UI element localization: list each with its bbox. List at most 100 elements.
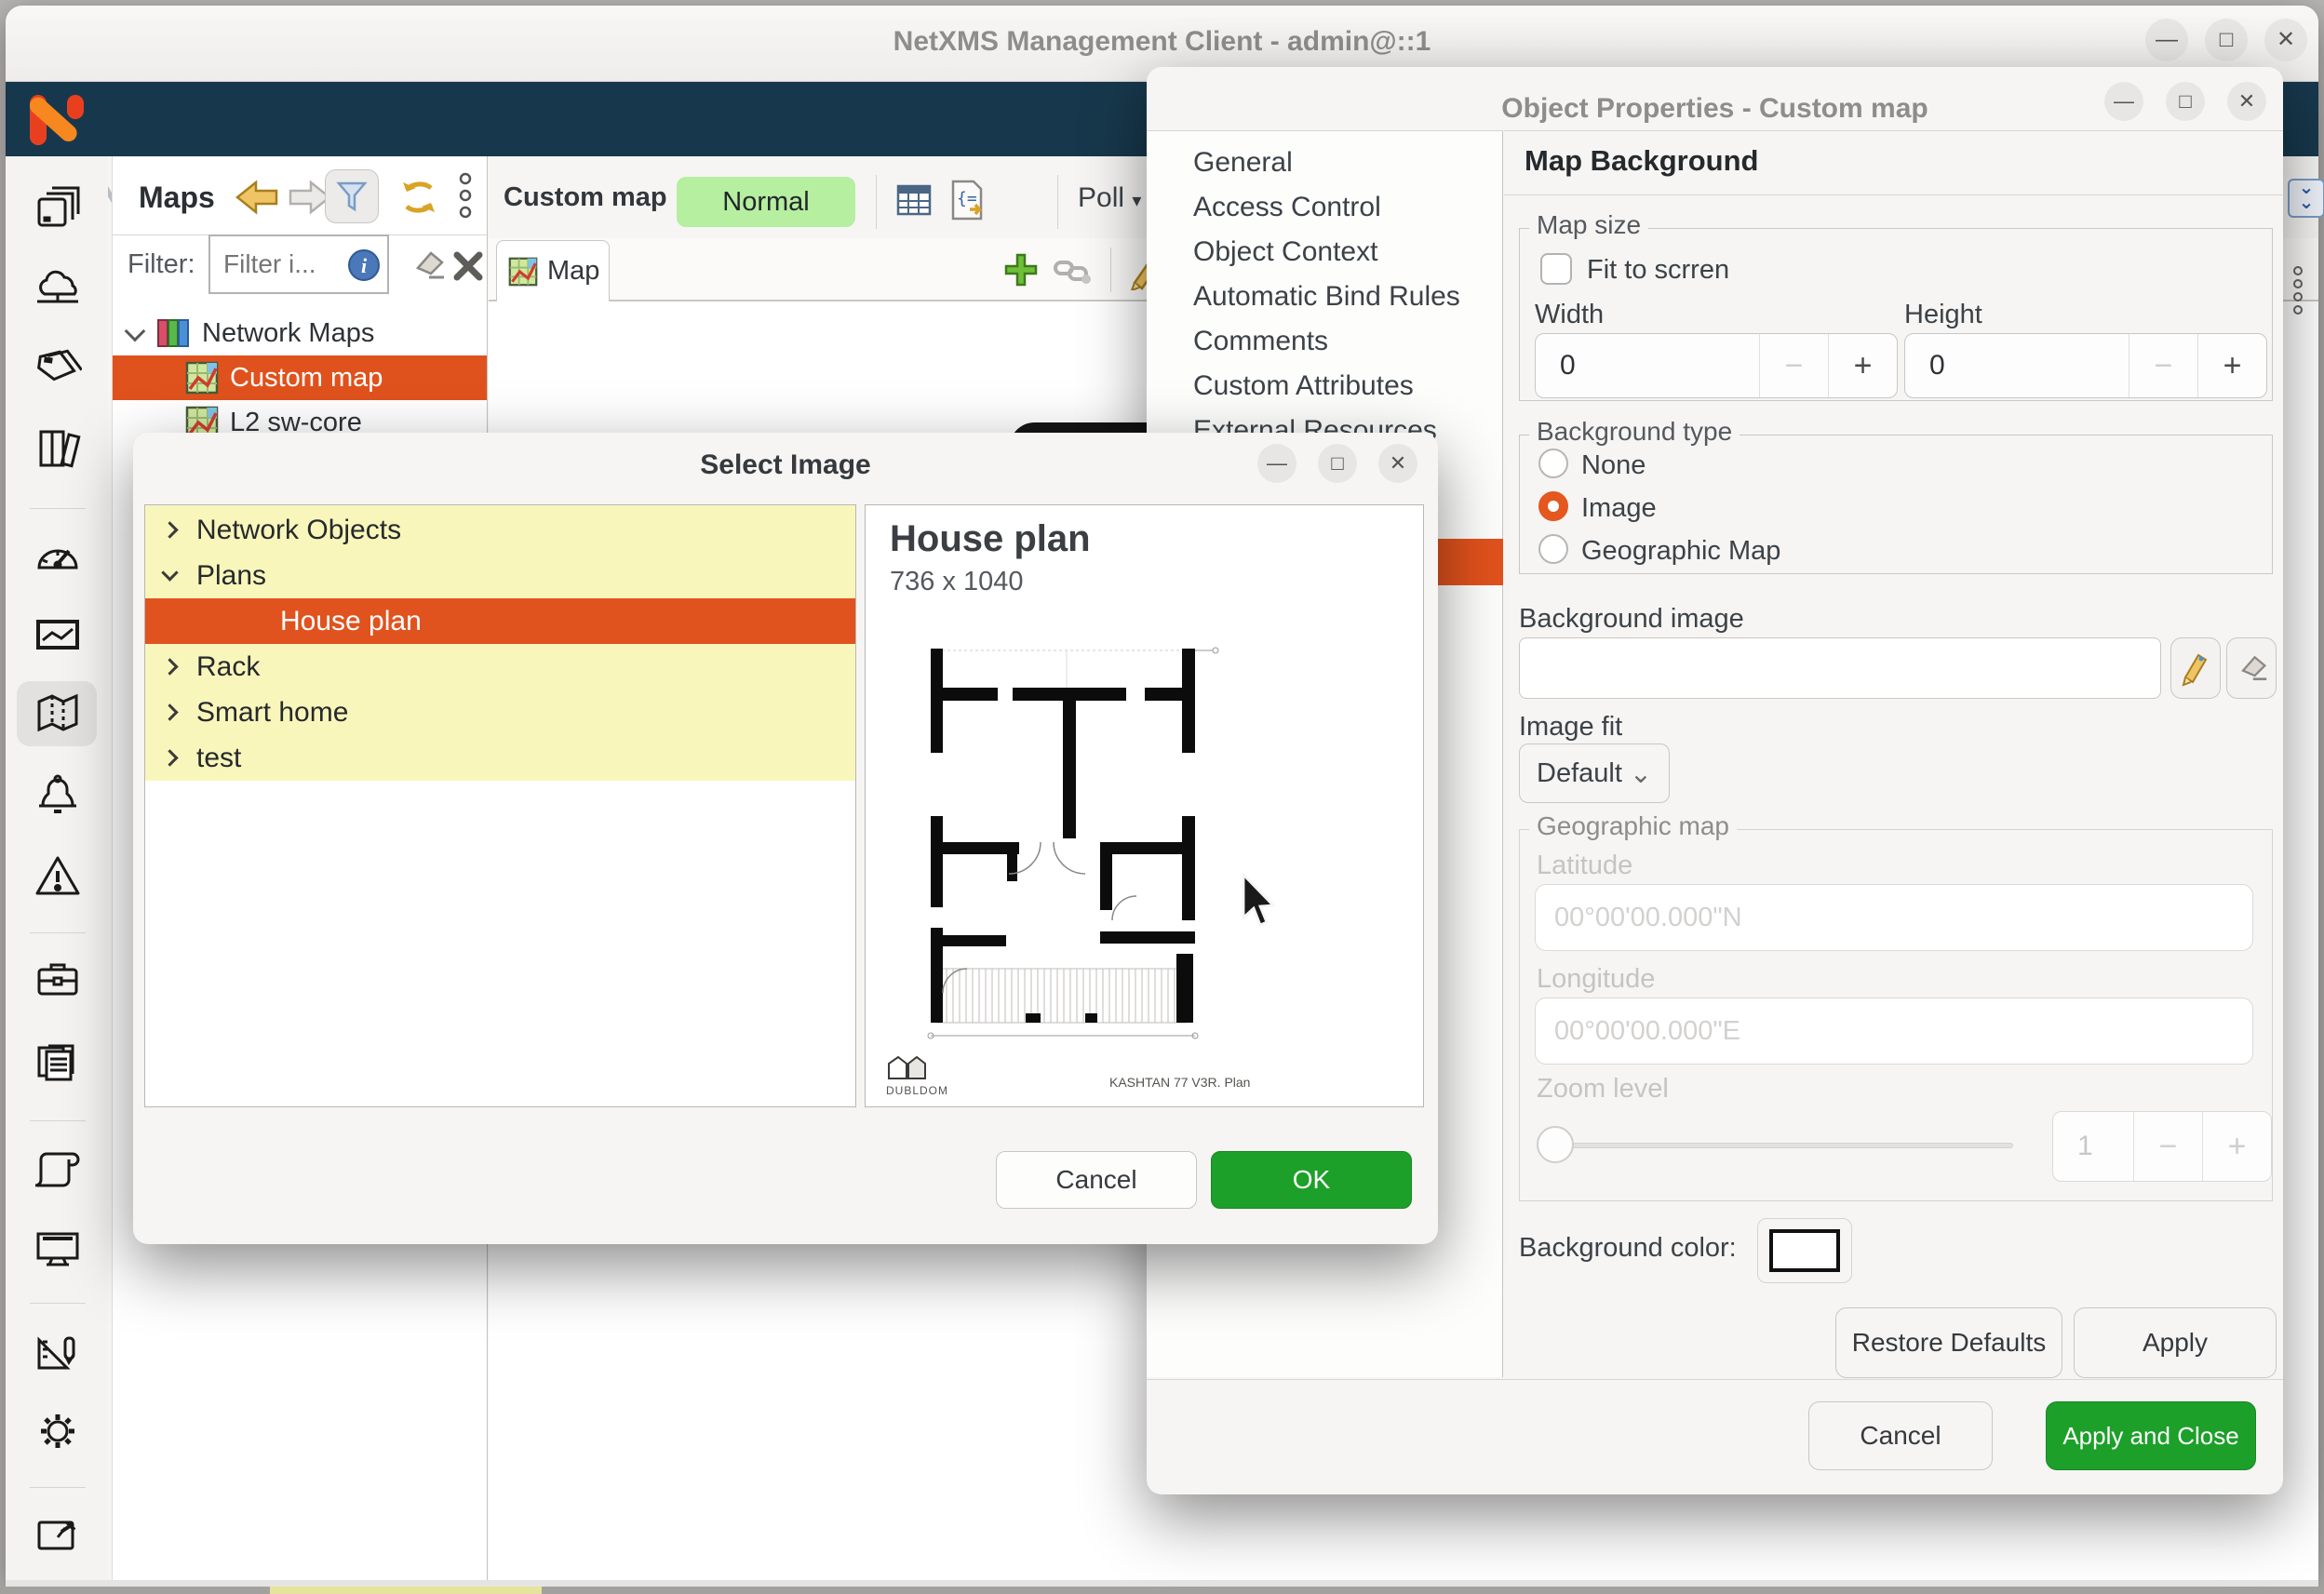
infrastructure-icon[interactable] [34,184,82,233]
export-config-icon[interactable]: {= [946,178,988,222]
select-image-ok-button[interactable]: OK [1211,1151,1412,1209]
tree-item-rack[interactable]: Rack [145,644,855,690]
window-maximize-button[interactable]: □ [2205,19,2248,61]
collapse-panel-button[interactable]: ⌄ ⌄ [2288,179,2324,218]
pinboard-icon[interactable] [34,1511,82,1560]
background-color-swatch[interactable] [1757,1218,1852,1283]
tree-item-house-plan[interactable]: House plan [145,598,855,644]
chevron-down-icon[interactable] [161,564,179,582]
longitude-input[interactable] [1535,998,2253,1065]
tree-item-network-objects[interactable]: Network Objects [145,507,855,553]
clear-filter-eraser-icon[interactable] [409,249,446,281]
restore-defaults-button[interactable]: Restore Defaults [1835,1307,2062,1378]
maps-panel-title: Maps [139,181,215,214]
width-decrement-button[interactable]: − [1759,334,1828,397]
chevron-down-icon[interactable] [124,320,146,342]
menu-item-access-control[interactable]: Access Control [1147,185,1503,230]
apply-button[interactable]: Apply [2074,1307,2277,1378]
maps-icon[interactable] [34,689,82,737]
map-state-button[interactable]: Normal [677,177,855,227]
library-icon[interactable] [34,424,82,473]
chevron-right-icon[interactable] [161,658,179,676]
window-minimize-button[interactable]: — [2145,19,2188,61]
dialog-close-button[interactable]: ✕ [2227,82,2266,121]
menu-item-object-context[interactable]: Object Context [1147,230,1503,275]
filter-info-icon[interactable]: i [347,248,381,282]
window-close-button[interactable]: ✕ [2264,19,2307,61]
height-decrement-button[interactable]: − [2129,334,2197,397]
radio-none[interactable] [1538,449,1568,478]
menu-item-general[interactable]: General [1147,141,1503,185]
height-value[interactable]: 0 [1929,350,1945,381]
height-spinner[interactable]: 0 − + [1904,333,2267,398]
dialog-minimize-button[interactable]: — [1257,444,1296,483]
radio-geographic-map[interactable] [1538,534,1568,564]
dialog-minimize-button[interactable]: — [2104,82,2143,121]
dashboard-gauge-icon[interactable] [34,530,82,579]
width-increment-button[interactable]: + [1828,334,1897,397]
back-arrow-icon[interactable] [234,179,282,216]
settings-gear-icon[interactable] [34,1407,82,1455]
scripts-icon[interactable] [34,1145,82,1193]
alarms-bell-icon[interactable] [34,770,82,819]
business-services-icon[interactable] [34,955,82,1003]
fit-to-screen-checkbox[interactable] [1540,253,1572,285]
tree-item-l2-sw-core[interactable]: L2 sw-core [113,400,487,445]
latitude-input[interactable] [1535,884,2253,951]
chevron-right-icon[interactable] [161,749,179,767]
clear-image-button[interactable] [2226,637,2277,699]
table-view-icon[interactable] [894,181,934,220]
zoom-decrement-button[interactable]: − [2133,1112,2202,1181]
properties-cancel-button[interactable]: Cancel [1808,1401,1993,1470]
zoom-value[interactable]: 1 [2077,1131,2093,1161]
warning-icon[interactable] [34,852,82,901]
tree-item-label: L2 sw-core [230,407,362,437]
add-object-icon[interactable] [1002,251,1040,288]
chevron-right-icon[interactable] [161,521,179,539]
panel-menu-icon[interactable] [455,169,476,225]
dialog-close-button[interactable]: ✕ [1378,444,1417,483]
tab-map[interactable]: Map [496,240,610,301]
refresh-icon[interactable] [396,175,442,220]
image-fit-label: Image fit [1519,712,1623,742]
poll-menu[interactable]: Poll ▾ [1078,182,1141,214]
tree-item-plans[interactable]: Plans [145,553,855,598]
graphs-icon[interactable] [34,610,82,659]
documents-icon[interactable] [34,1038,82,1087]
panel-drag-handle-icon[interactable] [2293,262,2303,318]
menu-item-comments[interactable]: Comments [1147,319,1503,364]
select-image-cancel-button[interactable]: Cancel [996,1151,1197,1209]
select-image-button[interactable] [2170,637,2221,699]
zoom-increment-button[interactable]: + [2202,1112,2271,1181]
tree-item-smart-home[interactable]: Smart home [145,690,855,735]
zoom-spinner[interactable]: 1 − + [2052,1111,2272,1182]
tree-item-label: Custom map [230,362,383,393]
link-objects-icon[interactable] [1053,255,1094,287]
dialog-maximize-button[interactable]: □ [2166,82,2205,121]
tree-item-test[interactable]: test [145,735,855,781]
image-fit-dropdown[interactable]: Default ⌄ [1519,743,1670,803]
zoom-slider-knob[interactable] [1537,1126,1574,1163]
menu-item-custom-attributes[interactable]: Custom Attributes [1147,364,1503,409]
tools-icon[interactable] [34,1327,82,1375]
filter-toggle-button[interactable] [325,169,379,223]
width-value[interactable]: 0 [1560,350,1576,381]
close-filter-icon[interactable] [451,249,485,283]
width-spinner[interactable]: 0 − + [1535,333,1898,398]
dialog-maximize-button[interactable]: □ [1318,444,1357,483]
apply-and-close-button[interactable]: Apply and Close [2046,1401,2256,1470]
longitude-label: Longitude [1537,964,1656,994]
network-cloud-icon[interactable] [34,264,82,313]
tag-icon[interactable] [34,344,82,393]
zoom-slider-track[interactable] [1557,1143,2013,1148]
monitor-icon[interactable] [34,1225,82,1273]
menu-item-automatic-bind-rules[interactable]: Automatic Bind Rules [1147,275,1503,319]
chevron-right-icon[interactable] [161,703,179,721]
background-image-input[interactable] [1519,637,2161,699]
height-increment-button[interactable]: + [2197,334,2266,397]
radio-image[interactable] [1538,491,1568,521]
toolbar-separator [1110,248,1111,292]
toolbar-separator [1057,175,1058,229]
tree-item-custom-map[interactable]: Custom map [113,355,487,400]
tree-item-network-maps[interactable]: Network Maps [113,311,487,355]
